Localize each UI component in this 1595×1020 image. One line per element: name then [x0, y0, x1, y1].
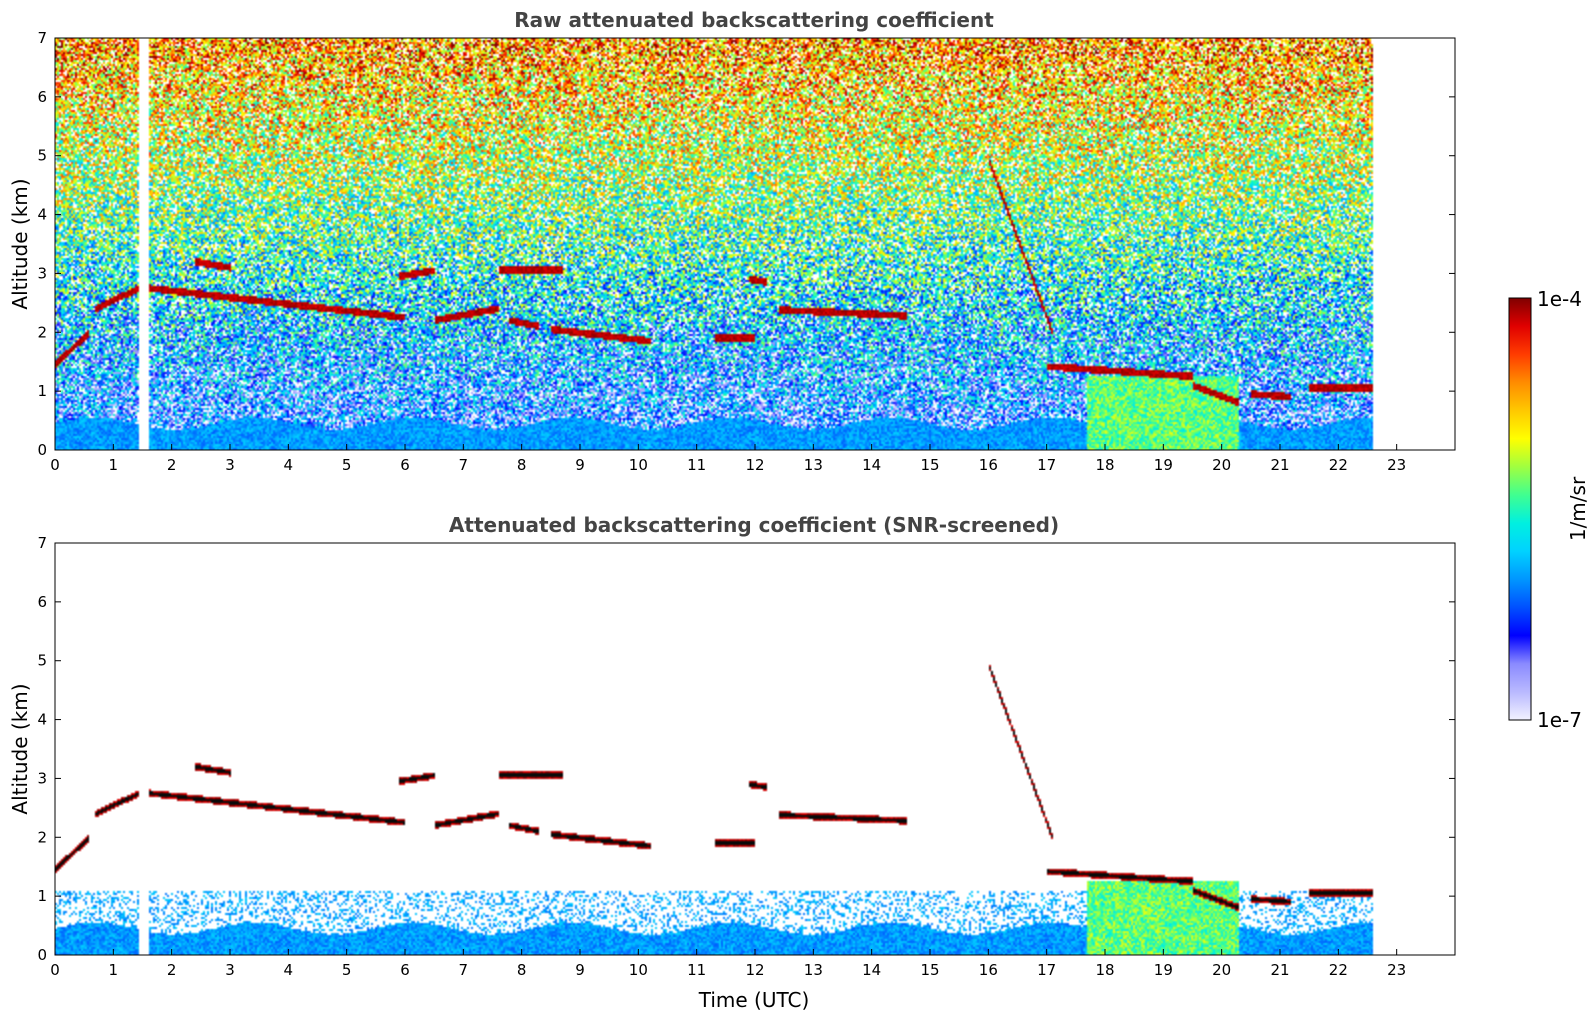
x-tick-label: 2	[167, 961, 177, 979]
y-tick-label: 2	[37, 323, 47, 341]
x-tick-label: 20	[1212, 456, 1231, 474]
x-tick-label: 4	[284, 961, 294, 979]
x-tick-label: 16	[979, 961, 998, 979]
x-tick-label: 10	[629, 961, 648, 979]
y-tick-label: 1	[37, 382, 47, 400]
x-tick-label: 21	[1270, 961, 1289, 979]
x-tick-label: 8	[517, 961, 527, 979]
x-tick-label: 11	[687, 456, 706, 474]
x-tick-label: 16	[979, 456, 998, 474]
y-tick-label: 4	[37, 206, 47, 224]
x-tick-label: 13	[804, 961, 823, 979]
x-tick-label: 9	[575, 961, 585, 979]
x-tick-label: 5	[342, 961, 352, 979]
y-tick-label: 1	[37, 887, 47, 905]
panel-screened-y-axis-label: Altitude (km)	[8, 683, 32, 814]
colorbar-bottom-label: 1e-7	[1537, 708, 1582, 732]
x-tick-label: 1	[109, 961, 119, 979]
y-tick-label: 0	[37, 441, 47, 459]
y-tick-label: 6	[37, 593, 47, 611]
panel-raw-x-ticks: 0 1 2 3 4 5 6 7 8 9 10 11 12 13 14 15 16 17 18 19 20 21 22 23	[50, 444, 1406, 474]
x-tick-label: 0	[50, 456, 60, 474]
panel-raw-y-ticks: 0 1 2 3 4 5 6 7	[37, 29, 1455, 459]
colorbar-bar	[1508, 297, 1532, 721]
x-tick-label: 15	[920, 456, 939, 474]
x-tick-label: 22	[1329, 961, 1348, 979]
x-tick-label: 2	[167, 456, 177, 474]
y-tick-label: 6	[37, 88, 47, 106]
x-tick-label: 6	[400, 456, 410, 474]
x-tick-label: 7	[459, 456, 469, 474]
y-tick-label: 5	[37, 652, 47, 670]
panel-screened-y-ticks: 0 1 2 3 4 5 6 7	[37, 534, 1455, 964]
x-tick-label: 17	[1037, 961, 1056, 979]
x-tick-label: 19	[1154, 456, 1173, 474]
y-tick-label: 7	[37, 534, 47, 552]
x-tick-label: 3	[225, 456, 235, 474]
y-tick-label: 3	[37, 769, 47, 787]
x-tick-label: 20	[1212, 961, 1231, 979]
x-tick-label: 15	[920, 961, 939, 979]
y-tick-label: 2	[37, 828, 47, 846]
x-tick-label: 10	[629, 456, 648, 474]
x-tick-label: 23	[1387, 456, 1406, 474]
x-tick-label: 3	[225, 961, 235, 979]
panel-screened: Attenuated backscattering coefficient (S…	[8, 513, 1456, 1012]
colorbar: 1e-4 1e-7 1/m/sr	[1508, 287, 1590, 732]
panel-screened-x-ticks: 0 1 2 3 4 5 6 7 8 9 10 11 12 13 14 15 16 17 18 19 20 21 22 23	[50, 949, 1406, 979]
x-tick-label: 11	[687, 961, 706, 979]
x-tick-label: 18	[1095, 456, 1114, 474]
y-tick-label: 3	[37, 264, 47, 282]
x-tick-label: 0	[50, 961, 60, 979]
x-axis-label: Time (UTC)	[698, 988, 810, 1012]
x-tick-label: 1	[109, 456, 119, 474]
x-tick-label: 8	[517, 456, 527, 474]
x-tick-label: 4	[284, 456, 294, 474]
panel-raw-y-axis-label: Altitude (km)	[8, 178, 32, 309]
panel-raw: Raw attenuated backscattering coefficien…	[8, 8, 1456, 474]
y-tick-label: 0	[37, 946, 47, 964]
colorbar-unit-label: 1/m/sr	[1566, 476, 1590, 541]
x-tick-label: 22	[1329, 456, 1348, 474]
x-tick-label: 6	[400, 961, 410, 979]
x-tick-label: 12	[745, 961, 764, 979]
x-tick-label: 14	[862, 456, 881, 474]
x-tick-label: 5	[342, 456, 352, 474]
x-tick-label: 9	[575, 456, 585, 474]
panel-raw-title: Raw attenuated backscattering coefficien…	[514, 8, 994, 32]
panel-raw-heatmap	[55, 38, 1455, 450]
x-tick-label: 7	[459, 961, 469, 979]
panel-screened-title: Attenuated backscattering coefficient (S…	[449, 513, 1059, 537]
y-tick-label: 4	[37, 711, 47, 729]
y-tick-label: 5	[37, 147, 47, 165]
panel-screened-heatmap	[55, 543, 1455, 955]
x-tick-label: 13	[804, 456, 823, 474]
x-tick-label: 12	[745, 456, 764, 474]
x-tick-label: 17	[1037, 456, 1056, 474]
colorbar-top-label: 1e-4	[1537, 287, 1582, 311]
x-tick-label: 18	[1095, 961, 1114, 979]
x-tick-label: 21	[1270, 456, 1289, 474]
x-tick-label: 14	[862, 961, 881, 979]
x-tick-label: 19	[1154, 961, 1173, 979]
y-tick-label: 7	[37, 29, 47, 47]
x-tick-label: 23	[1387, 961, 1406, 979]
